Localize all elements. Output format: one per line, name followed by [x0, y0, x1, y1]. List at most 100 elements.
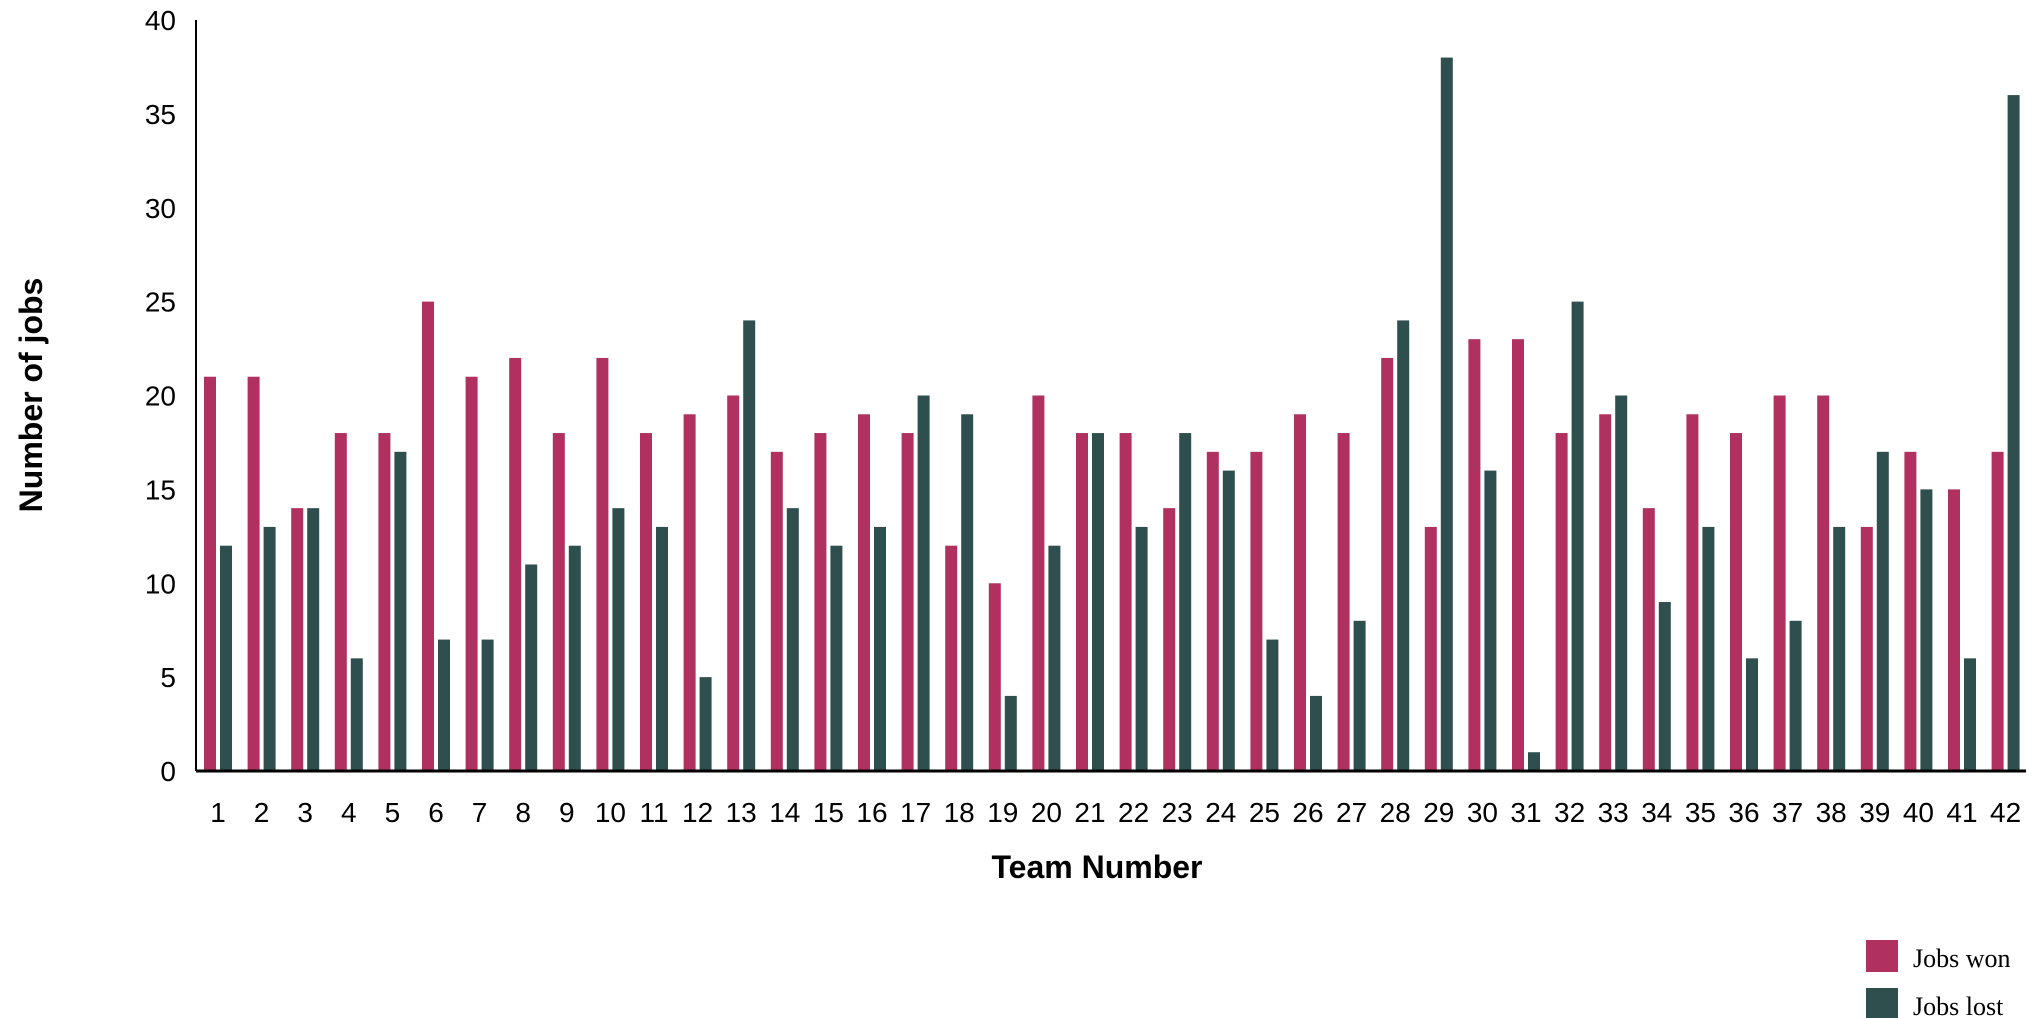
bar-jobs-won-23 [1163, 508, 1176, 771]
bar-jobs-won-20 [1032, 395, 1045, 771]
x-tick-label: 21 [1074, 797, 1105, 828]
bar-jobs-won-24 [1206, 451, 1219, 771]
x-tick-label: 11 [639, 797, 668, 828]
bar-jobs-won-12 [683, 414, 696, 771]
bar-jobs-won-42 [1991, 451, 2004, 771]
bar-jobs-lost-18 [961, 414, 974, 771]
x-tick-label: 30 [1467, 797, 1498, 828]
bar-jobs-won-7 [465, 376, 478, 771]
bar-jobs-won-27 [1337, 433, 1350, 771]
x-tick-label: 42 [1990, 797, 2021, 828]
x-tick-label: 1 [210, 797, 226, 828]
bar-jobs-lost-16 [874, 526, 886, 771]
bar-jobs-won-34 [1642, 508, 1655, 771]
bar-jobs-lost-7 [481, 639, 494, 771]
bar-jobs-won-25 [1250, 451, 1263, 771]
bar-jobs-won-14 [770, 451, 783, 771]
bar-jobs-lost-37 [1789, 620, 1802, 771]
bar-jobs-won-33 [1599, 414, 1612, 771]
x-tick-label: 3 [297, 797, 313, 828]
bar-jobs-lost-22 [1135, 526, 1148, 771]
x-tick-label: 13 [726, 797, 757, 828]
x-tick-label: 25 [1249, 797, 1280, 828]
bar-jobs-lost-33 [1615, 395, 1628, 771]
bar-jobs-won-36 [1730, 433, 1742, 771]
axes-layer [195, 20, 2026, 773]
bar-jobs-won-19 [988, 583, 1001, 771]
bar-jobs-lost-14 [786, 508, 799, 771]
x-tick-label: 37 [1772, 797, 1803, 828]
bar-jobs-won-32 [1555, 433, 1568, 771]
x-tick-label: 17 [900, 797, 931, 828]
bar-jobs-lost-30 [1484, 470, 1497, 771]
x-tick-label: 35 [1685, 797, 1716, 828]
bar-jobs-lost-28 [1397, 320, 1410, 771]
bar-jobs-won-18 [945, 545, 958, 771]
x-axis-title: Team Number [991, 849, 1202, 885]
bar-jobs-won-9 [552, 433, 565, 771]
bar-jobs-won-28 [1381, 357, 1394, 771]
bar-jobs-lost-9 [568, 545, 581, 771]
bar-jobs-lost-15 [830, 545, 843, 771]
bar-jobs-won-11 [640, 433, 652, 771]
bar-jobs-lost-40 [1920, 489, 1933, 771]
bar-jobs-won-30 [1468, 339, 1481, 771]
x-tick-label: 24 [1205, 797, 1236, 828]
y-tick-label: 30 [145, 193, 176, 224]
bar-jobs-lost-26 [1310, 695, 1322, 771]
bar-jobs-lost-39 [1876, 451, 1889, 771]
x-tick-label: 26 [1292, 797, 1323, 828]
x-tick-label: 38 [1816, 797, 1847, 828]
x-tick-label: 2 [254, 797, 270, 828]
x-tick-label: 14 [769, 797, 800, 828]
y-axis-title: Number of jobs [13, 278, 49, 513]
bar-jobs-lost-5 [394, 451, 407, 771]
bar-jobs-won-37 [1773, 395, 1786, 771]
bar-jobs-lost-36 [1746, 658, 1758, 771]
y-tick-label: 5 [160, 662, 176, 693]
bar-jobs-lost-19 [1004, 695, 1017, 771]
x-tick-label: 20 [1031, 797, 1062, 828]
bar-jobs-lost-2 [263, 526, 276, 771]
legend: Jobs won Jobs lost [1866, 940, 2011, 1018]
x-tick-label: 32 [1554, 797, 1585, 828]
x-tick-label: 8 [515, 797, 531, 828]
bar-jobs-lost-13 [743, 320, 756, 771]
bar-jobs-lost-1 [220, 545, 232, 771]
x-tick-label: 9 [559, 797, 575, 828]
x-tick-label: 22 [1118, 797, 1149, 828]
bar-jobs-won-13 [727, 395, 740, 771]
x-tick-label: 5 [385, 797, 401, 828]
y-tick-label: 35 [145, 99, 176, 130]
bar-jobs-lost-29 [1440, 57, 1453, 772]
x-tick-label: 15 [813, 797, 844, 828]
x-tick-label: 12 [682, 797, 713, 828]
x-tick-label: 6 [428, 797, 444, 828]
x-tick-label: 27 [1336, 797, 1367, 828]
legend-label-jobs-lost: Jobs lost [1913, 992, 2004, 1018]
x-tick-labels: 1 2 3 4 5 6 7 8 9 10 11 12 13 14 15 16 17 18 19 20 21 22 23 24 2… [210, 797, 2021, 828]
bar-jobs-lost-12 [699, 677, 712, 771]
bar-jobs-won-38 [1817, 395, 1830, 771]
bar-jobs-lost-27 [1353, 620, 1366, 771]
bar-jobs-lost-8 [525, 564, 538, 771]
legend-label-jobs-won: Jobs won [1913, 944, 2011, 973]
y-tick-label: 40 [145, 5, 176, 36]
bar-jobs-won-35 [1686, 414, 1699, 771]
bar-jobs-lost-35 [1702, 526, 1715, 771]
y-tick-labels: 0 5 10 15 20 25 30 35 40 [145, 5, 176, 787]
bars-layer [204, 57, 2020, 772]
bar-jobs-won-39 [1860, 526, 1873, 771]
bar-jobs-won-41 [1948, 489, 1960, 771]
bar-jobs-won-21 [1076, 433, 1088, 771]
x-tick-label: 39 [1859, 797, 1890, 828]
bar-jobs-lost-21 [1092, 433, 1104, 771]
y-tick-label: 0 [160, 756, 176, 787]
bar-jobs-won-5 [378, 433, 391, 771]
x-tick-label: 19 [987, 797, 1018, 828]
bar-jobs-won-4 [334, 433, 347, 771]
y-tick-label: 15 [145, 474, 176, 505]
x-tick-label: 7 [472, 797, 488, 828]
bar-jobs-lost-6 [438, 639, 450, 771]
